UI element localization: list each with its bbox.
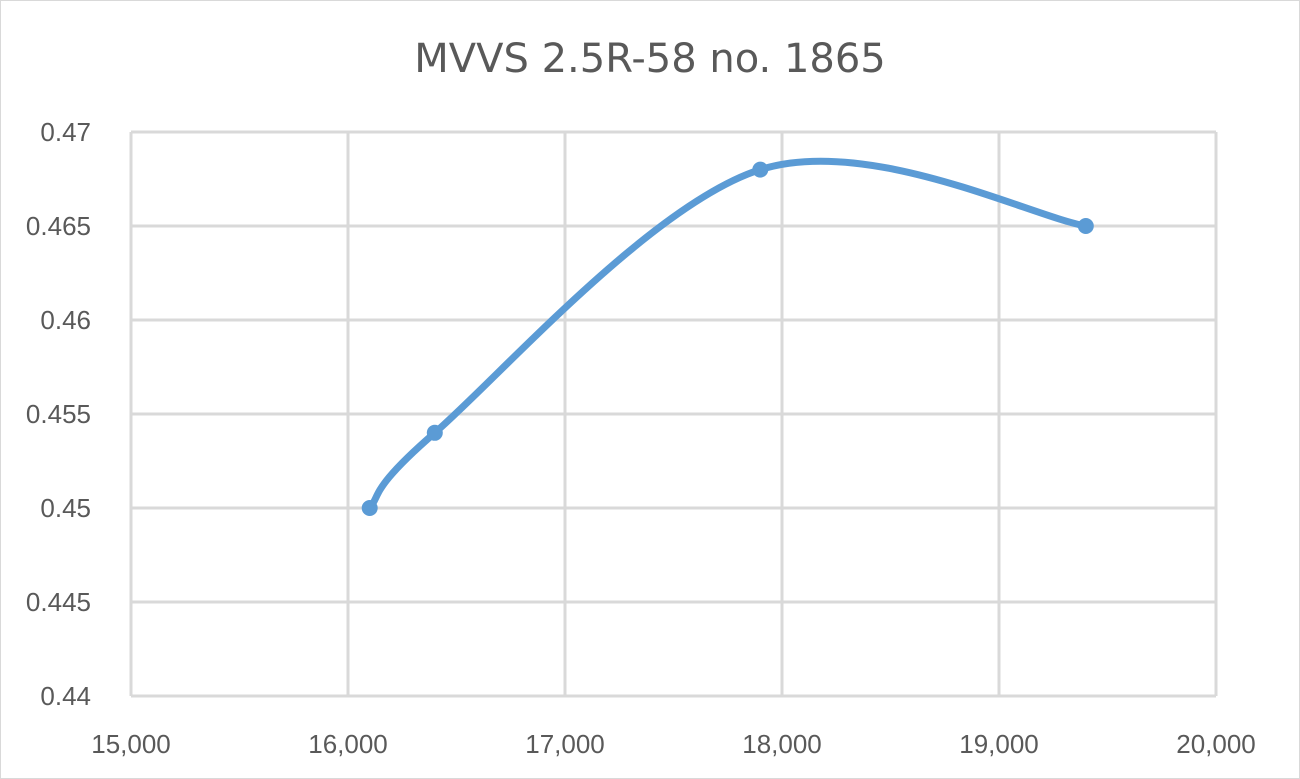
y-tick-label: 0.44 bbox=[40, 681, 91, 711]
x-tick-label: 19,000 bbox=[959, 729, 1039, 759]
data-point bbox=[752, 161, 769, 178]
x-tick-label: 17,000 bbox=[525, 729, 605, 759]
y-tick-label: 0.465 bbox=[26, 211, 91, 241]
x-tick-label: 16,000 bbox=[308, 729, 388, 759]
data-point bbox=[361, 500, 378, 516]
series-line bbox=[366, 157, 1090, 512]
x-tick-label: 15,000 bbox=[91, 729, 171, 759]
y-tick-label: 0.46 bbox=[40, 305, 91, 335]
data-point bbox=[1077, 218, 1094, 234]
y-tick-label: 0.455 bbox=[26, 399, 91, 429]
x-tick-label: 18,000 bbox=[742, 729, 822, 759]
data-point bbox=[426, 424, 443, 441]
y-tick-label: 0.45 bbox=[40, 493, 91, 523]
y-tick-label: 0.47 bbox=[40, 117, 91, 147]
y-tick-label: 0.445 bbox=[26, 587, 91, 617]
x-tick-label: 20,000 bbox=[1176, 729, 1256, 759]
chart-title: MVVS 2.5R-58 no. 1865 bbox=[414, 36, 886, 82]
